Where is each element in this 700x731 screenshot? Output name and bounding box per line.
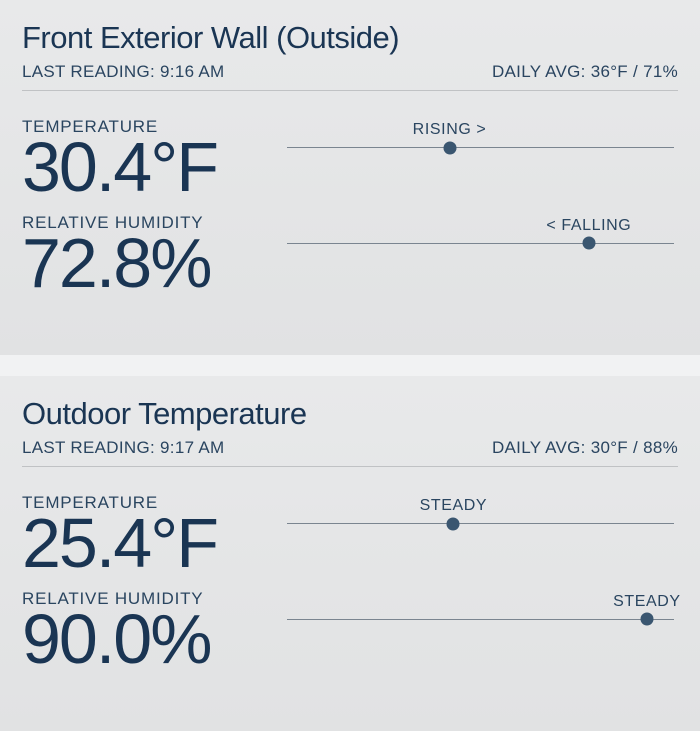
sensor-panel-front-exterior: Front Exterior Wall (Outside) LAST READI…	[0, 0, 700, 355]
daily-avg: DAILY AVG: 30°F / 88%	[492, 438, 678, 458]
temperature-trend-dot	[447, 517, 460, 530]
temperature-trend-label: RISING >	[287, 121, 674, 141]
temperature-trend-track	[287, 147, 674, 148]
panel-title: Front Exterior Wall (Outside)	[22, 20, 678, 56]
temperature-trend: STEADY	[277, 493, 678, 524]
last-reading-label: LAST READING:	[22, 438, 160, 457]
temperature-readout: TEMPERATURE 25.4°F	[22, 493, 277, 581]
panel-title: Outdoor Temperature	[22, 396, 678, 432]
last-reading-label: LAST READING:	[22, 62, 160, 81]
humidity-value: 90.0%	[22, 603, 277, 677]
daily-avg-label: DAILY AVG:	[492, 62, 591, 81]
humidity-trend-dot	[582, 237, 595, 250]
panel-subheader: LAST READING: 9:17 AM DAILY AVG: 30°F / …	[22, 438, 678, 467]
humidity-row: RELATIVE HUMIDITY 90.0% STEADY	[22, 589, 678, 677]
temperature-row: TEMPERATURE 30.4°F RISING >	[22, 117, 678, 205]
humidity-readout: RELATIVE HUMIDITY 72.8%	[22, 213, 277, 301]
temperature-trend-dot	[443, 141, 456, 154]
metrics-container: TEMPERATURE 30.4°F RISING > RELATIVE HUM…	[22, 117, 678, 300]
humidity-trend-dot	[640, 613, 653, 626]
temperature-value: 30.4°F	[22, 131, 277, 205]
last-reading: LAST READING: 9:16 AM	[22, 62, 225, 82]
daily-avg: DAILY AVG: 36°F / 71%	[492, 62, 678, 82]
humidity-trend: < FALLING	[277, 213, 678, 244]
metrics-container: TEMPERATURE 25.4°F STEADY RELATIVE HUMID…	[22, 493, 678, 676]
sensor-panel-outdoor-temp: Outdoor Temperature LAST READING: 9:17 A…	[0, 376, 700, 731]
humidity-value: 72.8%	[22, 227, 277, 301]
panel-subheader: LAST READING: 9:16 AM DAILY AVG: 36°F / …	[22, 62, 678, 91]
temperature-readout: TEMPERATURE 30.4°F	[22, 117, 277, 205]
daily-avg-value: 36°F / 71%	[591, 62, 678, 81]
daily-avg-label: DAILY AVG:	[492, 438, 591, 457]
humidity-trend: STEADY	[277, 589, 678, 620]
humidity-trend-label: < FALLING	[287, 217, 674, 237]
temperature-trend-label: STEADY	[287, 497, 674, 517]
panel-divider	[0, 355, 700, 376]
last-reading-time: 9:17 AM	[160, 438, 224, 457]
humidity-row: RELATIVE HUMIDITY 72.8% < FALLING	[22, 213, 678, 301]
last-reading: LAST READING: 9:17 AM	[22, 438, 225, 458]
temperature-row: TEMPERATURE 25.4°F STEADY	[22, 493, 678, 581]
humidity-trend-track	[287, 243, 674, 244]
humidity-trend-track	[287, 619, 674, 620]
humidity-readout: RELATIVE HUMIDITY 90.0%	[22, 589, 277, 677]
temperature-trend-track	[287, 523, 674, 524]
last-reading-time: 9:16 AM	[160, 62, 224, 81]
temperature-trend: RISING >	[277, 117, 678, 148]
daily-avg-value: 30°F / 88%	[591, 438, 678, 457]
temperature-value: 25.4°F	[22, 507, 277, 581]
humidity-trend-label: STEADY	[287, 593, 674, 613]
